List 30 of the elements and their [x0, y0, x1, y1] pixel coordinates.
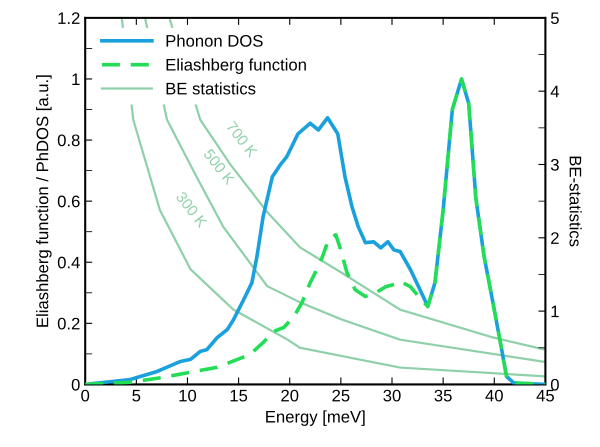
x-tick-label: 25: [332, 390, 350, 402]
x-tick-label: 10: [179, 390, 196, 402]
y-tick-label: 0.4: [58, 256, 80, 268]
x-axis-title: Energy [meV]: [266, 410, 365, 426]
y2-tick-label: 4: [550, 86, 560, 98]
y-tick-label: 0: [72, 378, 80, 391]
x-tick-label: 20: [281, 390, 298, 402]
x-tick-label: 0: [81, 390, 90, 402]
y2-tick-label: 3: [550, 158, 559, 171]
x-tick-label: 40: [485, 390, 503, 402]
y-tick-label: 0.8: [58, 134, 80, 146]
x-tick-label: 45: [536, 390, 554, 402]
x-tick-label: 15: [230, 390, 248, 402]
x-tick-label: 5: [132, 390, 140, 402]
y-tick-label: 0.6: [58, 196, 80, 208]
y-tick-label: 1.2: [58, 12, 80, 24]
y2-tick-label: 1: [552, 306, 559, 318]
y2-tick-label: 5: [550, 12, 559, 24]
y-axis-title: Eliashberg function / PhDOS [a.u.]: [36, 75, 52, 327]
y2-tick-label: 2: [551, 232, 559, 244]
x-tick-label: 35: [434, 390, 452, 402]
legend-label: Eliashberg function: [166, 58, 306, 74]
legend-label: BE statistics: [166, 82, 256, 95]
y-tick-label: 0.2: [58, 318, 80, 330]
y-tick-label: 1: [72, 74, 80, 86]
y2-tick-label: 0: [550, 378, 559, 391]
annotation: 300 K: [175, 190, 208, 228]
x-tick-label: 30: [383, 390, 401, 402]
legend-label: Phonon DOS: [166, 34, 263, 47]
y2-axis-title: BE-statistics: [570, 156, 582, 246]
